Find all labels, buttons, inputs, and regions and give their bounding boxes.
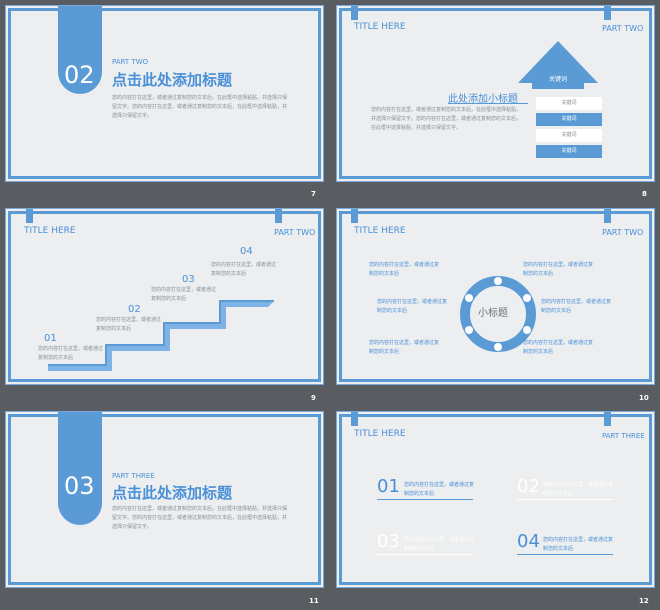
ring-item-text: 您的内容打在这里，或者通过复制您的文本后 bbox=[369, 340, 440, 355]
header-tab bbox=[351, 209, 358, 223]
header-tab bbox=[351, 6, 358, 20]
center-label: 小标题 bbox=[478, 308, 508, 319]
slide-header: TITLE HERE bbox=[354, 226, 406, 236]
ring-item-text: 您的内容打在这里，或者通过复制您的文本后 bbox=[523, 262, 594, 277]
slide-frame bbox=[339, 414, 652, 585]
slide-title: 点击此处添加标题 bbox=[112, 71, 233, 89]
subtitle: 此处添加小标题 bbox=[448, 94, 518, 105]
ring-item-text: 您的内容打在这里，或者通过复制您的文本后 bbox=[523, 340, 594, 355]
ring-item-text: 您的内容打在这里，或者通过复制您的文本后 bbox=[369, 262, 440, 277]
staircase-graphic bbox=[48, 300, 274, 371]
slide-thumbnail-11[interactable]: 03 PART THREE 点击此处添加标题 您的内容打在这里，或者通过复制您的… bbox=[5, 411, 324, 588]
item-text: 您的内容打在这里，或者通过复制您的文本后 bbox=[543, 537, 614, 552]
step-text: 您的内容打在这里，或者通过复制您的文本后 bbox=[151, 287, 217, 302]
item-number: 01 bbox=[377, 476, 400, 497]
slide-thumbnail-7[interactable]: 02 PART TWO 点击此处添加标题 您的内容打在这里，或者通过复制您的文本… bbox=[5, 5, 324, 182]
slide-number: 12 bbox=[639, 597, 649, 605]
subtitle-underline bbox=[448, 103, 528, 104]
slide-title: 点击此处添加标题 bbox=[112, 484, 233, 502]
number-banner bbox=[58, 6, 102, 94]
item-underline bbox=[517, 499, 613, 500]
section-number: 02 bbox=[64, 61, 95, 89]
body-text: 您的内容打在这里，或者通过复制您的文本后，在此框中选择粘贴，并选择只保留文字。您… bbox=[112, 506, 288, 530]
item-text: 您的内容打在这里，或者通过复制您的文本后 bbox=[404, 537, 475, 552]
item-underline bbox=[517, 554, 613, 555]
arrow-label: 关键词 bbox=[549, 76, 568, 83]
header-tab bbox=[604, 209, 611, 223]
part-label: PART TWO bbox=[602, 24, 644, 33]
step-text: 您的内容打在这里，或者通过复制您的文本后 bbox=[38, 346, 104, 361]
slide-frame bbox=[8, 8, 321, 179]
item-number: 04 bbox=[517, 531, 540, 552]
item-text: 您的内容打在这里，或者通过复制您的文本后 bbox=[404, 482, 475, 497]
part-label: PART THREE bbox=[602, 432, 645, 440]
step-number: 02 bbox=[128, 304, 141, 315]
slide-number: 9 bbox=[311, 394, 316, 402]
keyword-row: 关键词 bbox=[536, 129, 602, 142]
number-banner bbox=[58, 412, 102, 525]
item-number: 02 bbox=[517, 476, 540, 497]
header-tab bbox=[604, 412, 611, 426]
step-number: 04 bbox=[240, 246, 253, 257]
header-tab bbox=[604, 6, 611, 20]
item-underline bbox=[377, 554, 473, 555]
part-label: PART TWO bbox=[274, 228, 316, 237]
header-tab bbox=[26, 209, 33, 223]
header-tab bbox=[275, 209, 282, 223]
slide-number: 8 bbox=[642, 190, 647, 198]
item-text: 您的内容打在这里，或者通过复制您的文本后 bbox=[543, 482, 614, 497]
slide-thumbnail-9[interactable]: TITLE HERE PART TWO 01 您的内容打在这里，或者通过复制您的… bbox=[5, 208, 324, 385]
step-number: 01 bbox=[44, 333, 57, 344]
body-text: 您的内容打在这里，或者通过复制您的文本后，在此框中选择粘贴，并选择只保留文字。您… bbox=[371, 107, 522, 131]
keyword-row: 关键词 bbox=[536, 113, 602, 126]
ring-item-text: 您的内容打在这里，或者通过复制您的文本后 bbox=[377, 299, 448, 314]
item-number: 03 bbox=[377, 531, 400, 552]
part-label: PART TWO bbox=[602, 228, 644, 237]
step-text: 您的内容打在这里，或者通过复制您的文本后 bbox=[211, 262, 277, 277]
slide-frame bbox=[8, 211, 321, 382]
item-underline bbox=[377, 499, 473, 500]
step-text: 您的内容打在这里，或者通过复制您的文本后 bbox=[96, 317, 162, 332]
slide-number: 10 bbox=[639, 394, 649, 402]
slide-thumbnail-10[interactable]: TITLE HERE PART TWO 小标题 您的内容打在这里，或者通过复制您… bbox=[336, 208, 655, 385]
slide-thumbnail-12[interactable]: TITLE HERE PART THREE 01 您的内容打在这里，或者通过复制… bbox=[336, 411, 655, 588]
slide-header: TITLE HERE bbox=[354, 22, 406, 32]
slide-frame bbox=[339, 211, 652, 382]
slide-header: TITLE HERE bbox=[354, 429, 406, 439]
slide-header: TITLE HERE bbox=[24, 226, 76, 236]
ring-item-text: 您的内容打在这里，或者通过复制您的文本后 bbox=[541, 299, 612, 314]
arrow-up-shape bbox=[518, 41, 598, 89]
step-number: 03 bbox=[182, 274, 195, 285]
part-label: PART THREE bbox=[112, 472, 155, 480]
slide-frame bbox=[339, 8, 652, 179]
ring-diagram bbox=[460, 276, 536, 352]
body-text: 您的内容打在这里，或者通过复制您的文本后，在此框中选择粘贴，并选择只保留文字。您… bbox=[112, 95, 288, 119]
slide-thumbnail-8[interactable]: TITLE HERE PART TWO 此处添加小标题 您的内容打在这里，或者通… bbox=[336, 5, 655, 182]
slide-number: 11 bbox=[309, 597, 319, 605]
section-number: 03 bbox=[64, 472, 95, 500]
slide-number: 7 bbox=[311, 190, 316, 198]
keyword-row: 关键词 bbox=[536, 145, 602, 158]
part-label: PART TWO bbox=[112, 58, 149, 66]
slide-frame bbox=[8, 414, 321, 585]
header-tab bbox=[351, 412, 358, 426]
keyword-row: 关键词 bbox=[536, 97, 602, 110]
